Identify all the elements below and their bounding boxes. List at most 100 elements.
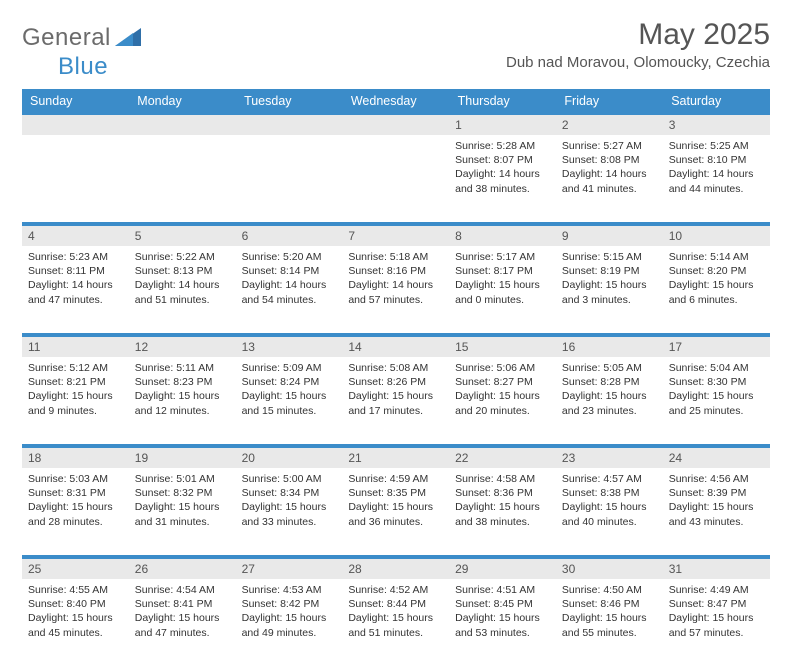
sunset-text: Sunset: 8:24 PM bbox=[242, 375, 337, 389]
day-cell bbox=[236, 135, 343, 145]
brand-general: General bbox=[22, 24, 111, 52]
day-number: 27 bbox=[236, 559, 343, 579]
sunset-text: Sunset: 8:40 PM bbox=[28, 597, 123, 611]
day-cell: Sunrise: 5:09 AMSunset: 8:24 PMDaylight:… bbox=[236, 357, 343, 424]
day-cell: Sunrise: 5:11 AMSunset: 8:23 PMDaylight:… bbox=[129, 357, 236, 424]
sunrise-text: Sunrise: 4:55 AM bbox=[28, 583, 123, 597]
sunrise-text: Sunrise: 4:58 AM bbox=[455, 472, 550, 486]
day-header: Thursday bbox=[449, 89, 556, 114]
day-header: Friday bbox=[556, 89, 663, 114]
daylight-text: Daylight: 14 hours and 51 minutes. bbox=[135, 278, 230, 306]
day-cell: Sunrise: 5:25 AMSunset: 8:10 PMDaylight:… bbox=[663, 135, 770, 202]
day-cell: Sunrise: 5:03 AMSunset: 8:31 PMDaylight:… bbox=[22, 468, 129, 535]
day-number: 23 bbox=[556, 448, 663, 468]
daylight-text: Daylight: 14 hours and 47 minutes. bbox=[28, 278, 123, 306]
day-header: Sunday bbox=[22, 89, 129, 114]
daylight-text: Daylight: 15 hours and 31 minutes. bbox=[135, 500, 230, 528]
sunrise-text: Sunrise: 5:18 AM bbox=[348, 250, 443, 264]
day-cell: Sunrise: 5:08 AMSunset: 8:26 PMDaylight:… bbox=[342, 357, 449, 424]
day-number: 14 bbox=[342, 337, 449, 357]
day-number: 5 bbox=[129, 226, 236, 246]
sunset-text: Sunset: 8:10 PM bbox=[669, 153, 764, 167]
day-number: 8 bbox=[449, 226, 556, 246]
day-number bbox=[342, 115, 449, 135]
sunrise-text: Sunrise: 5:08 AM bbox=[348, 361, 443, 375]
day-number: 4 bbox=[22, 226, 129, 246]
sunset-text: Sunset: 8:23 PM bbox=[135, 375, 230, 389]
day-number: 2 bbox=[556, 115, 663, 135]
daylight-text: Daylight: 15 hours and 47 minutes. bbox=[135, 611, 230, 639]
sunrise-text: Sunrise: 4:59 AM bbox=[348, 472, 443, 486]
daylight-text: Daylight: 15 hours and 15 minutes. bbox=[242, 389, 337, 417]
day-number: 20 bbox=[236, 448, 343, 468]
day-cell: Sunrise: 4:57 AMSunset: 8:38 PMDaylight:… bbox=[556, 468, 663, 535]
sunset-text: Sunset: 8:08 PM bbox=[562, 153, 657, 167]
daylight-text: Daylight: 15 hours and 33 minutes. bbox=[242, 500, 337, 528]
sunrise-text: Sunrise: 5:12 AM bbox=[28, 361, 123, 375]
sunset-text: Sunset: 8:19 PM bbox=[562, 264, 657, 278]
day-cell bbox=[129, 135, 236, 145]
day-number: 3 bbox=[663, 115, 770, 135]
sunrise-text: Sunrise: 5:11 AM bbox=[135, 361, 230, 375]
sunrise-text: Sunrise: 5:14 AM bbox=[669, 250, 764, 264]
day-number: 21 bbox=[342, 448, 449, 468]
daylight-text: Daylight: 15 hours and 3 minutes. bbox=[562, 278, 657, 306]
day-cell: Sunrise: 5:06 AMSunset: 8:27 PMDaylight:… bbox=[449, 357, 556, 424]
sunset-text: Sunset: 8:13 PM bbox=[135, 264, 230, 278]
day-cell: Sunrise: 4:52 AMSunset: 8:44 PMDaylight:… bbox=[342, 579, 449, 646]
sunrise-text: Sunrise: 4:53 AM bbox=[242, 583, 337, 597]
sunrise-text: Sunrise: 5:04 AM bbox=[669, 361, 764, 375]
triangle-icon bbox=[115, 26, 141, 51]
day-number: 31 bbox=[663, 559, 770, 579]
calendar-body: 123Sunrise: 5:28 AMSunset: 8:07 PMDaylig… bbox=[22, 114, 770, 667]
location-text: Dub nad Moravou, Olomoucky, Czechia bbox=[506, 54, 770, 71]
day-cell: Sunrise: 5:18 AMSunset: 8:16 PMDaylight:… bbox=[342, 246, 449, 313]
sunrise-text: Sunrise: 4:52 AM bbox=[348, 583, 443, 597]
sunset-text: Sunset: 8:14 PM bbox=[242, 264, 337, 278]
daylight-text: Daylight: 15 hours and 49 minutes. bbox=[242, 611, 337, 639]
sunrise-text: Sunrise: 5:20 AM bbox=[242, 250, 337, 264]
sunrise-text: Sunrise: 5:03 AM bbox=[28, 472, 123, 486]
day-number: 12 bbox=[129, 337, 236, 357]
daylight-text: Daylight: 15 hours and 40 minutes. bbox=[562, 500, 657, 528]
title-block: May 2025 Dub nad Moravou, Olomoucky, Cze… bbox=[506, 18, 770, 71]
daylight-text: Daylight: 14 hours and 44 minutes. bbox=[669, 167, 764, 195]
day-number bbox=[22, 115, 129, 135]
page-title: May 2025 bbox=[506, 18, 770, 52]
daylight-text: Daylight: 14 hours and 57 minutes. bbox=[348, 278, 443, 306]
day-cell: Sunrise: 5:05 AMSunset: 8:28 PMDaylight:… bbox=[556, 357, 663, 424]
day-header: Saturday bbox=[663, 89, 770, 114]
sunset-text: Sunset: 8:34 PM bbox=[242, 486, 337, 500]
sunset-text: Sunset: 8:16 PM bbox=[348, 264, 443, 278]
daylight-text: Daylight: 15 hours and 12 minutes. bbox=[135, 389, 230, 417]
daylight-text: Daylight: 15 hours and 43 minutes. bbox=[669, 500, 764, 528]
daylight-text: Daylight: 15 hours and 20 minutes. bbox=[455, 389, 550, 417]
sunrise-text: Sunrise: 5:17 AM bbox=[455, 250, 550, 264]
day-cell: Sunrise: 5:17 AMSunset: 8:17 PMDaylight:… bbox=[449, 246, 556, 313]
calendar-page: General May 2025 Dub nad Moravou, Olomou… bbox=[0, 0, 792, 612]
day-header: Wednesday bbox=[342, 89, 449, 114]
sunrise-text: Sunrise: 4:56 AM bbox=[669, 472, 764, 486]
sunset-text: Sunset: 8:30 PM bbox=[669, 375, 764, 389]
brand-blue: Blue bbox=[58, 53, 108, 81]
sunrise-text: Sunrise: 4:54 AM bbox=[135, 583, 230, 597]
sunrise-text: Sunrise: 4:51 AM bbox=[455, 583, 550, 597]
sunset-text: Sunset: 8:20 PM bbox=[669, 264, 764, 278]
day-cell: Sunrise: 4:50 AMSunset: 8:46 PMDaylight:… bbox=[556, 579, 663, 646]
day-header-row: Sunday Monday Tuesday Wednesday Thursday… bbox=[22, 89, 770, 114]
day-cell: Sunrise: 5:28 AMSunset: 8:07 PMDaylight:… bbox=[449, 135, 556, 202]
day-number: 1 bbox=[449, 115, 556, 135]
day-cell: Sunrise: 5:23 AMSunset: 8:11 PMDaylight:… bbox=[22, 246, 129, 313]
day-number: 18 bbox=[22, 448, 129, 468]
day-number: 15 bbox=[449, 337, 556, 357]
day-cell: Sunrise: 5:00 AMSunset: 8:34 PMDaylight:… bbox=[236, 468, 343, 535]
daylight-text: Daylight: 15 hours and 9 minutes. bbox=[28, 389, 123, 417]
daylight-text: Daylight: 15 hours and 23 minutes. bbox=[562, 389, 657, 417]
sunset-text: Sunset: 8:28 PM bbox=[562, 375, 657, 389]
day-number: 26 bbox=[129, 559, 236, 579]
sunset-text: Sunset: 8:41 PM bbox=[135, 597, 230, 611]
day-number: 9 bbox=[556, 226, 663, 246]
sunset-text: Sunset: 8:47 PM bbox=[669, 597, 764, 611]
sunset-text: Sunset: 8:36 PM bbox=[455, 486, 550, 500]
sunset-text: Sunset: 8:42 PM bbox=[242, 597, 337, 611]
